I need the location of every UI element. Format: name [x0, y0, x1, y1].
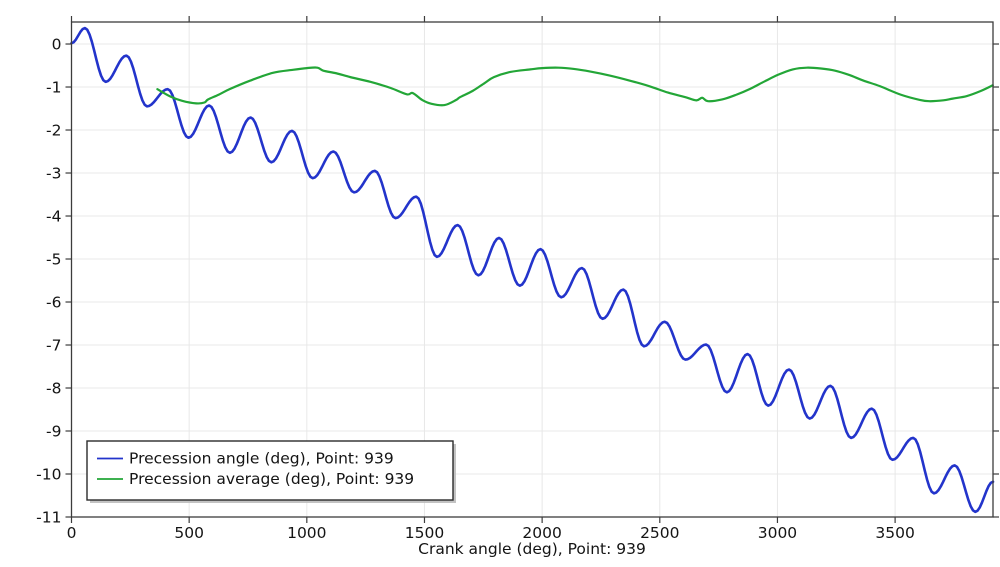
- axis-ticks: [65, 16, 999, 523]
- x-axis-title: Crank angle (deg), Point: 939: [418, 540, 646, 558]
- x-tick-label: 500: [174, 524, 204, 542]
- x-tick-label: 3000: [758, 524, 797, 542]
- legend-label-precession-angle: Precession angle (deg), Point: 939: [129, 450, 394, 468]
- data-curves: [70, 26, 995, 514]
- legend-box: [86, 440, 454, 501]
- x-tick-label: 1500: [405, 524, 444, 542]
- y-tick-label: -2: [46, 122, 61, 140]
- series-line-1: [156, 66, 994, 107]
- legend-label-precession-average: Precession average (deg), Point: 939: [129, 470, 414, 488]
- y-tick-label: -7: [46, 337, 61, 355]
- y-tick-label: -8: [46, 380, 61, 398]
- y-tick-label: -11: [36, 509, 61, 527]
- y-tick-label: -4: [46, 208, 61, 226]
- series-line-0: [70, 26, 995, 514]
- plot-border: [70, 21, 994, 518]
- x-tick-label: 2500: [640, 524, 679, 542]
- plot-frame: [70, 21, 994, 518]
- y-tick-label: -6: [46, 294, 61, 312]
- x-tick-label: 2000: [522, 524, 561, 542]
- y-tick-label: -3: [46, 165, 61, 183]
- y-tick-label: 0: [52, 36, 62, 54]
- y-tick-label: -9: [46, 423, 61, 441]
- x-tick-label: 3500: [875, 524, 914, 542]
- y-tick-label: -5: [46, 251, 61, 269]
- x-tick-label: 0: [67, 524, 77, 542]
- y-tick-label: -1: [46, 79, 61, 97]
- y-tick-label: -10: [36, 466, 61, 484]
- x-tick-label: 1000: [287, 524, 326, 542]
- legend: Precession angle (deg), Point: 939 Prece…: [86, 440, 456, 503]
- tick-labels: 0 500 1000 1500 2000 2500 3000 3500 0 -1 -2 -3 -4 -5 -…: [36, 36, 915, 542]
